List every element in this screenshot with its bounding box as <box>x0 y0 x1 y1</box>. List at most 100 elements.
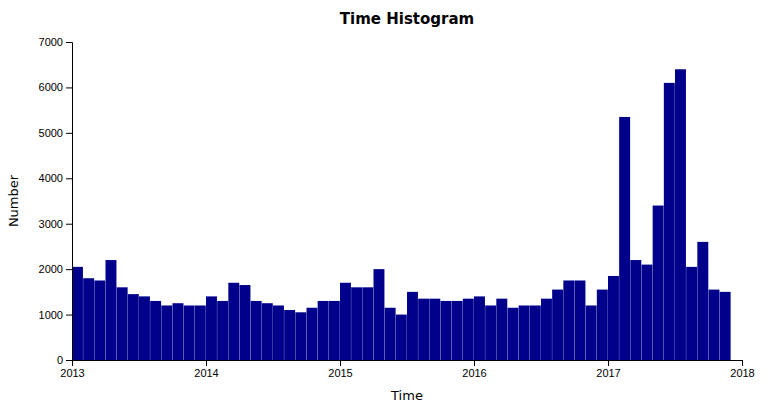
bar <box>418 299 429 360</box>
bar <box>295 312 306 360</box>
y-tick-mark <box>66 178 72 179</box>
x-axis-title: Time <box>390 388 423 403</box>
y-tick-mark <box>66 133 72 134</box>
x-tick-mark <box>206 360 207 366</box>
y-tick-mark <box>66 315 72 316</box>
bar <box>106 260 117 360</box>
chart: 2013 2014 2015 2016 2017 2018 0 1000 2000 3000 400… <box>0 0 770 412</box>
bars <box>72 69 731 360</box>
bar <box>530 305 541 360</box>
bar <box>340 283 351 360</box>
y-tick-label: 1000 <box>39 309 63 321</box>
y-tick-label: 0 <box>57 354 63 366</box>
bar <box>686 267 697 360</box>
bar <box>362 287 373 360</box>
y-tick-label: 3000 <box>39 218 63 230</box>
bar <box>697 242 708 360</box>
bar <box>429 299 440 360</box>
y-axis-line <box>66 43 73 361</box>
bar <box>351 287 362 360</box>
y-tick: 7000 <box>39 36 72 48</box>
bar <box>284 310 295 360</box>
bar <box>161 305 172 360</box>
bar <box>519 305 530 360</box>
bar <box>374 269 385 360</box>
x-axis-line <box>73 361 743 367</box>
title: Time Histogram <box>340 10 474 28</box>
y-tick: 6000 <box>39 81 72 93</box>
x-tick-mark <box>608 360 609 366</box>
x-tick-label: 2018 <box>730 367 754 379</box>
y-tick-mark <box>66 360 72 361</box>
bar <box>552 290 563 360</box>
y-axis: 0 1000 2000 3000 4000 5000 6000 7000 <box>39 36 73 366</box>
bar <box>675 69 686 360</box>
y-tick-label: 5000 <box>39 127 63 139</box>
bar <box>195 305 206 360</box>
y-tick-label: 6000 <box>39 81 63 93</box>
bar <box>597 290 608 360</box>
bar <box>642 265 653 360</box>
y-tick: 0 <box>57 354 72 366</box>
bar <box>173 303 184 360</box>
bar <box>452 301 463 360</box>
bar <box>385 308 396 360</box>
bar <box>463 299 474 360</box>
bar <box>664 83 675 360</box>
bar <box>117 287 128 360</box>
bar <box>630 260 641 360</box>
bar <box>608 276 619 360</box>
bar <box>139 296 150 360</box>
bar <box>273 305 284 360</box>
x-tick: 2017 <box>596 360 620 379</box>
x-axis: 2013 2014 2015 2016 2017 2018 <box>60 360 754 379</box>
x-tick: 2015 <box>328 360 352 379</box>
bar <box>217 301 228 360</box>
bar <box>508 308 519 360</box>
y-tick: 4000 <box>39 172 72 184</box>
bar <box>575 281 586 361</box>
bar <box>83 278 94 360</box>
bar <box>72 267 83 360</box>
x-tick: 2013 <box>60 360 84 379</box>
y-tick-label: 4000 <box>39 172 63 184</box>
x-tick-mark <box>340 360 341 366</box>
y-tick-mark <box>66 87 72 88</box>
y-tick: 1000 <box>39 309 72 321</box>
bar <box>541 299 552 360</box>
x-tick: 2016 <box>462 360 486 379</box>
bar <box>586 305 597 360</box>
bar <box>709 290 720 360</box>
y-tick-mark <box>66 269 72 270</box>
bar <box>228 283 239 360</box>
bar <box>262 303 273 360</box>
x-tick-label: 2014 <box>194 367 218 379</box>
bar <box>396 315 407 360</box>
bar <box>653 206 664 360</box>
bar <box>206 296 217 360</box>
bar <box>150 301 161 360</box>
bar <box>720 292 731 360</box>
bar <box>441 301 452 360</box>
y-tick-mark <box>66 224 72 225</box>
x-tick-label: 2015 <box>328 367 352 379</box>
bar <box>329 301 340 360</box>
bar <box>128 294 139 360</box>
bar <box>318 301 329 360</box>
plot-area: 2013 2014 2015 2016 2017 2018 0 1000 2000 3000 400… <box>39 36 755 379</box>
x-tick-label: 2017 <box>596 367 620 379</box>
x-tick: 2018 <box>730 360 754 379</box>
bar <box>184 305 195 360</box>
y-tick: 5000 <box>39 127 72 139</box>
y-tick-mark <box>66 42 72 43</box>
y-axis-title: Number <box>6 174 21 227</box>
bar <box>94 281 105 361</box>
bar <box>563 281 574 361</box>
y-tick-label: 2000 <box>39 263 63 275</box>
x-tick-label: 2013 <box>60 367 84 379</box>
bar <box>496 299 507 360</box>
x-tick-mark <box>742 360 743 366</box>
x-tick-label: 2016 <box>462 367 486 379</box>
x-tick: 2014 <box>194 360 218 379</box>
bar <box>619 117 630 360</box>
